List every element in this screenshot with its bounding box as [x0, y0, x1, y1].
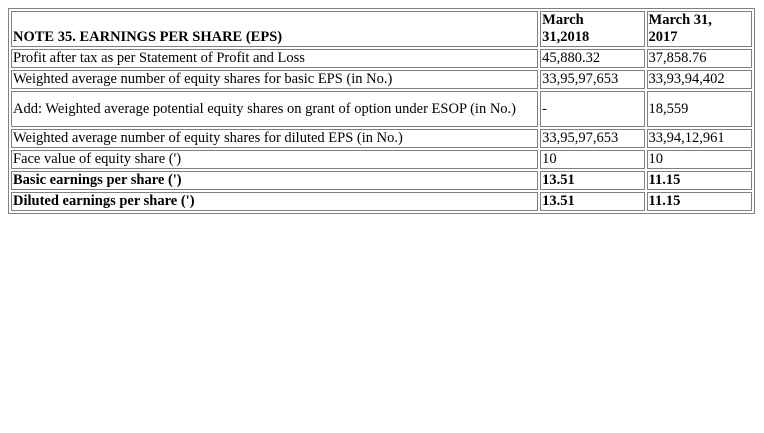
table-row-basic-eps: Basic earnings per share (') 13.51 11.15	[11, 171, 752, 190]
value-2017: 10	[646, 150, 752, 169]
row-label: Add: Weighted average potential equity s…	[11, 91, 539, 127]
value-2018: 10	[540, 150, 645, 169]
column-header-2017-line1: March 31,	[648, 12, 712, 28]
table-row-basic-shares: Weighted average number of equity shares…	[11, 70, 752, 89]
table-row-diluted-eps: Diluted earnings per share (') 13.51 11.…	[11, 192, 752, 211]
table-row-esop-shares: Add: Weighted average potential equity s…	[11, 91, 752, 127]
row-label: Weighted average number of equity shares…	[11, 129, 539, 148]
row-label: Basic earnings per share (')	[11, 171, 539, 190]
row-label: Diluted earnings per share (')	[11, 192, 539, 211]
value-2018: -	[540, 91, 645, 127]
header-row: NOTE 35. EARNINGS PER SHARE (EPS) March …	[11, 11, 752, 47]
column-header-2018-line1: March	[542, 12, 584, 28]
table-title: NOTE 35. EARNINGS PER SHARE (EPS)	[11, 11, 539, 47]
eps-note-container: NOTE 35. EARNINGS PER SHARE (EPS) March …	[8, 8, 755, 214]
value-2018: 45,880.32	[540, 49, 645, 68]
value-2018: 13.51	[540, 192, 645, 211]
table-row-profit-after-tax: Profit after tax as per Statement of Pro…	[11, 49, 752, 68]
row-label: Profit after tax as per Statement of Pro…	[11, 49, 539, 68]
row-label: Face value of equity share (')	[11, 150, 539, 169]
column-header-2018: March 31,2018	[540, 11, 645, 47]
value-2018: 33,95,97,653	[540, 70, 645, 89]
row-label: Weighted average number of equity shares…	[11, 70, 539, 89]
column-header-2018-line2: 31,2018	[542, 29, 590, 45]
value-2017: 18,559	[646, 91, 752, 127]
value-2018: 33,95,97,653	[540, 129, 645, 148]
value-2017: 37,858.76	[646, 49, 752, 68]
table-row-diluted-shares: Weighted average number of equity shares…	[11, 129, 752, 148]
column-header-2017-line2: 2017	[648, 29, 678, 45]
column-header-2017: March 31, 2017	[646, 11, 752, 47]
value-2017: 11.15	[646, 171, 752, 190]
value-2017: 33,94,12,961	[646, 129, 752, 148]
value-2018: 13.51	[540, 171, 645, 190]
value-2017: 33,93,94,402	[646, 70, 752, 89]
value-2017: 11.15	[646, 192, 752, 211]
eps-table: NOTE 35. EARNINGS PER SHARE (EPS) March …	[8, 8, 755, 214]
table-row-face-value: Face value of equity share (') 10 10	[11, 150, 752, 169]
